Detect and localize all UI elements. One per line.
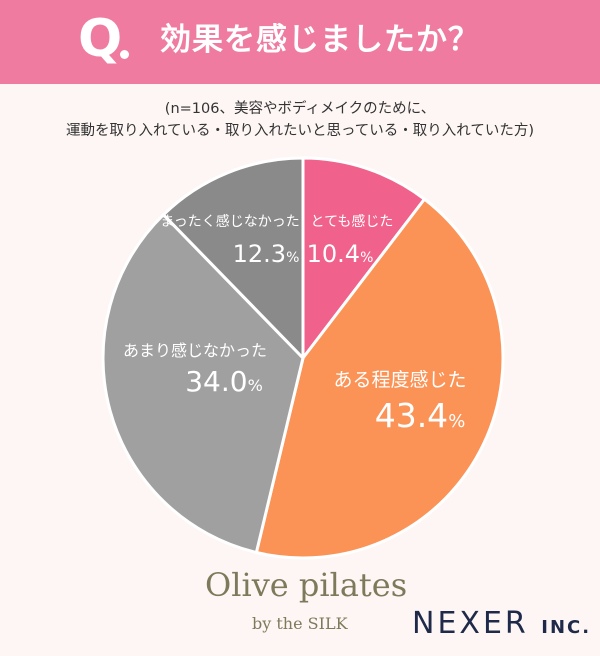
pie-slices [101,156,505,560]
question-text: 効果を感じましたか？ [160,22,480,58]
q-mark: Q [78,9,123,69]
slice-label-4: まったく感じなかった [160,213,299,230]
subtitle-line-2: 運動を取り入れている・取り入れたいと思っている・取り入れていた方) [65,123,535,139]
nexer-logo: NEXER INC. [412,606,591,641]
slice-value-3: 34.0% [185,365,263,398]
pie-slice-3 [101,213,305,554]
slice-value-1: 10.4% [307,240,374,268]
slice-label-3: あまり感じなかった [123,341,267,360]
pie-slice-1 [301,156,426,360]
nexer-text: NEXER [412,606,529,641]
by-the-silk-logo: by the SILK [252,614,348,633]
olive-pilates-logo: Olive pilates [205,566,408,604]
slice-label-1: とても感じた [311,213,394,230]
slice-label-2: ある程度感じた [333,369,466,391]
subtitle-line-1: (n=106、美容やボディメイクのために、 [164,101,436,117]
question-header: Q 効果を感じましたか？ [0,0,600,84]
slice-value-4: 12.3% [233,240,300,268]
q-dot [120,50,129,59]
pie-labels: とても感じた 10.4% ある程度感じた 43.4% あまり感じなかった 34.0% まった… [123,213,467,435]
survey-subtitle: (n=106、美容やボディメイクのために、 運動を取り入れている・取り入れたいと… [0,98,600,142]
pie-slice-2 [254,197,505,560]
slice-value-2: 43.4% [375,396,466,435]
pie-slice-4 [161,156,305,360]
nexer-inc-text: INC. [541,617,592,638]
